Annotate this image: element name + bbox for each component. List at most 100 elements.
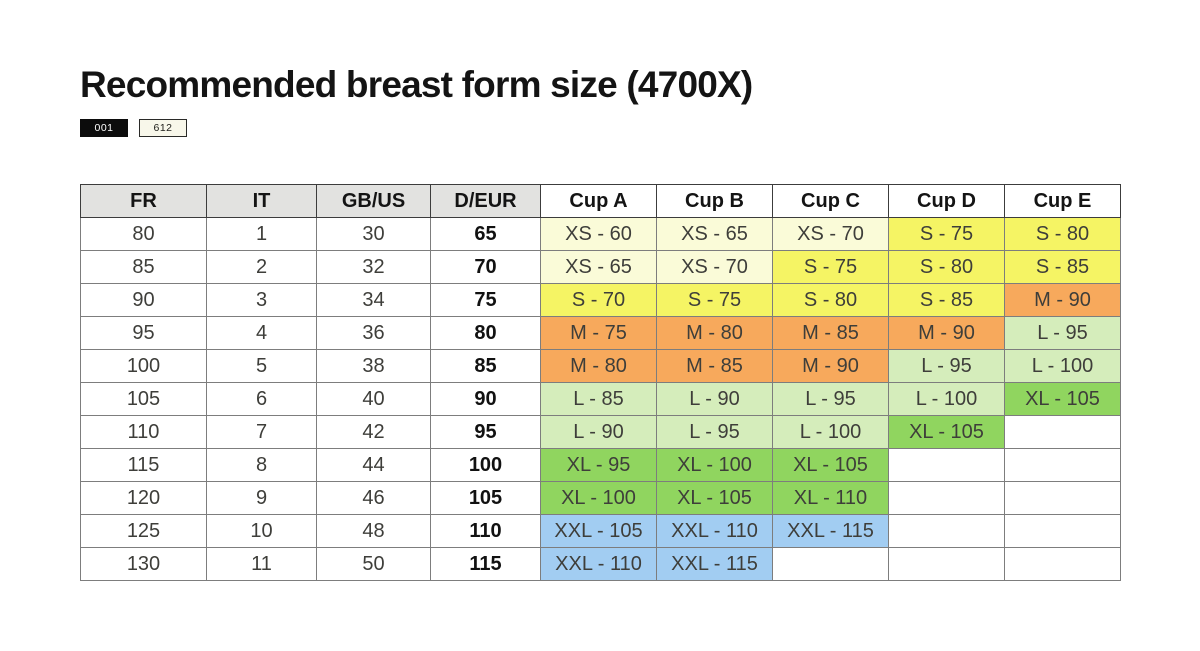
cell-deur: 65	[430, 217, 541, 251]
cell-cup: S - 75	[888, 217, 1005, 251]
cell-cup: XS - 65	[656, 217, 773, 251]
cell-deur: 100	[430, 448, 541, 482]
cell-cup: XS - 70	[772, 217, 889, 251]
cell-cup: XXL - 110	[656, 514, 773, 548]
cell-gbus: 38	[316, 349, 431, 383]
cell-cup	[1004, 547, 1121, 581]
cell-gbus: 50	[316, 547, 431, 581]
cell-cup: XL - 105	[1004, 382, 1121, 416]
cell-gbus: 32	[316, 250, 431, 284]
cell-deur: 75	[430, 283, 541, 317]
cell-cup	[888, 547, 1005, 581]
cell-fr: 80	[80, 217, 207, 251]
cell-cup: XL - 100	[540, 481, 657, 515]
table-row: 110 7 42 95 L - 90 L - 95 L - 100 XL - 105	[80, 415, 1121, 449]
cell-cup: L - 100	[1004, 349, 1121, 383]
cell-deur: 110	[430, 514, 541, 548]
header-row: FR IT GB/US D/EUR Cup A Cup B Cup C Cup …	[80, 184, 1121, 218]
cell-it: 2	[206, 250, 317, 284]
cell-deur: 90	[430, 382, 541, 416]
cell-cup: L - 95	[888, 349, 1005, 383]
cell-cup	[1004, 481, 1121, 515]
cell-fr: 110	[80, 415, 207, 449]
cell-it: 4	[206, 316, 317, 350]
cell-cup: XXL - 115	[656, 547, 773, 581]
table-row: 80 1 30 65 XS - 60 XS - 65 XS - 70 S - 75 S - 80	[80, 217, 1121, 251]
cell-cup: M - 85	[656, 349, 773, 383]
header-it: IT	[206, 184, 317, 218]
cell-cup: L - 100	[888, 382, 1005, 416]
cell-cup: M - 80	[656, 316, 773, 350]
cell-deur: 70	[430, 250, 541, 284]
cell-it: 3	[206, 283, 317, 317]
table-row: 115 8 44 100 XL - 95 XL - 100 XL - 105	[80, 448, 1121, 482]
cell-gbus: 46	[316, 481, 431, 515]
cell-cup: L - 90	[656, 382, 773, 416]
cell-fr: 130	[80, 547, 207, 581]
header-cup-e: Cup E	[1004, 184, 1121, 218]
cell-cup: L - 100	[772, 415, 889, 449]
cell-fr: 115	[80, 448, 207, 482]
cell-cup: XXL - 115	[772, 514, 889, 548]
cell-cup: S - 80	[1004, 217, 1121, 251]
cell-cup: L - 85	[540, 382, 657, 416]
table-row: 120 9 46 105 XL - 100 XL - 105 XL - 110	[80, 481, 1121, 515]
cell-cup: XXL - 105	[540, 514, 657, 548]
cell-cup: S - 75	[656, 283, 773, 317]
cell-deur: 85	[430, 349, 541, 383]
cell-gbus: 36	[316, 316, 431, 350]
cell-cup: S - 75	[772, 250, 889, 284]
table-row: 100 5 38 85 M - 80 M - 85 M - 90 L - 95 L - 100	[80, 349, 1121, 383]
cell-cup	[1004, 448, 1121, 482]
cell-it: 9	[206, 481, 317, 515]
badge-612[interactable]: 612	[139, 119, 187, 137]
cell-fr: 100	[80, 349, 207, 383]
cell-gbus: 48	[316, 514, 431, 548]
cell-gbus: 34	[316, 283, 431, 317]
cell-cup: XL - 110	[772, 481, 889, 515]
cell-cup: M - 85	[772, 316, 889, 350]
cell-cup: XL - 105	[888, 415, 1005, 449]
table-row: 90 3 34 75 S - 70 S - 75 S - 80 S - 85 M - 90	[80, 283, 1121, 317]
page-title: Recommended breast form size (4700X)	[80, 64, 753, 105]
cell-cup: L - 95	[772, 382, 889, 416]
cell-it: 8	[206, 448, 317, 482]
cell-cup: L - 90	[540, 415, 657, 449]
cell-cup: S - 80	[888, 250, 1005, 284]
badge-001[interactable]: 001	[80, 119, 128, 137]
table-row: 130 11 50 115 XXL - 110 XXL - 115	[80, 547, 1121, 581]
table-row: 125 10 48 110 XXL - 105 XXL - 110 XXL - 115	[80, 514, 1121, 548]
header-deur: D/EUR	[430, 184, 541, 218]
cell-it: 6	[206, 382, 317, 416]
cell-it: 11	[206, 547, 317, 581]
cell-cup: XL - 105	[656, 481, 773, 515]
header-fr: FR	[80, 184, 207, 218]
badge-row: 001 612	[80, 119, 187, 137]
cell-cup: XS - 70	[656, 250, 773, 284]
cell-cup: M - 75	[540, 316, 657, 350]
cell-it: 5	[206, 349, 317, 383]
cell-deur: 105	[430, 481, 541, 515]
cell-cup: XS - 65	[540, 250, 657, 284]
cell-deur: 80	[430, 316, 541, 350]
cell-cup	[888, 514, 1005, 548]
cell-cup: S - 80	[772, 283, 889, 317]
cell-cup: S - 85	[888, 283, 1005, 317]
cell-cup	[1004, 514, 1121, 548]
cell-it: 7	[206, 415, 317, 449]
cell-fr: 95	[80, 316, 207, 350]
table-row: 85 2 32 70 XS - 65 XS - 70 S - 75 S - 80 S - 85	[80, 250, 1121, 284]
cell-cup: M - 80	[540, 349, 657, 383]
cell-cup	[1004, 415, 1121, 449]
cell-deur: 115	[430, 547, 541, 581]
header-cup-c: Cup C	[772, 184, 889, 218]
cell-cup: S - 70	[540, 283, 657, 317]
cell-cup: XL - 95	[540, 448, 657, 482]
size-chart-table: FR IT GB/US D/EUR Cup A Cup B Cup C Cup …	[80, 184, 1121, 581]
cell-cup: L - 95	[656, 415, 773, 449]
cell-cup: XL - 100	[656, 448, 773, 482]
cell-it: 10	[206, 514, 317, 548]
cell-fr: 90	[80, 283, 207, 317]
cell-fr: 125	[80, 514, 207, 548]
